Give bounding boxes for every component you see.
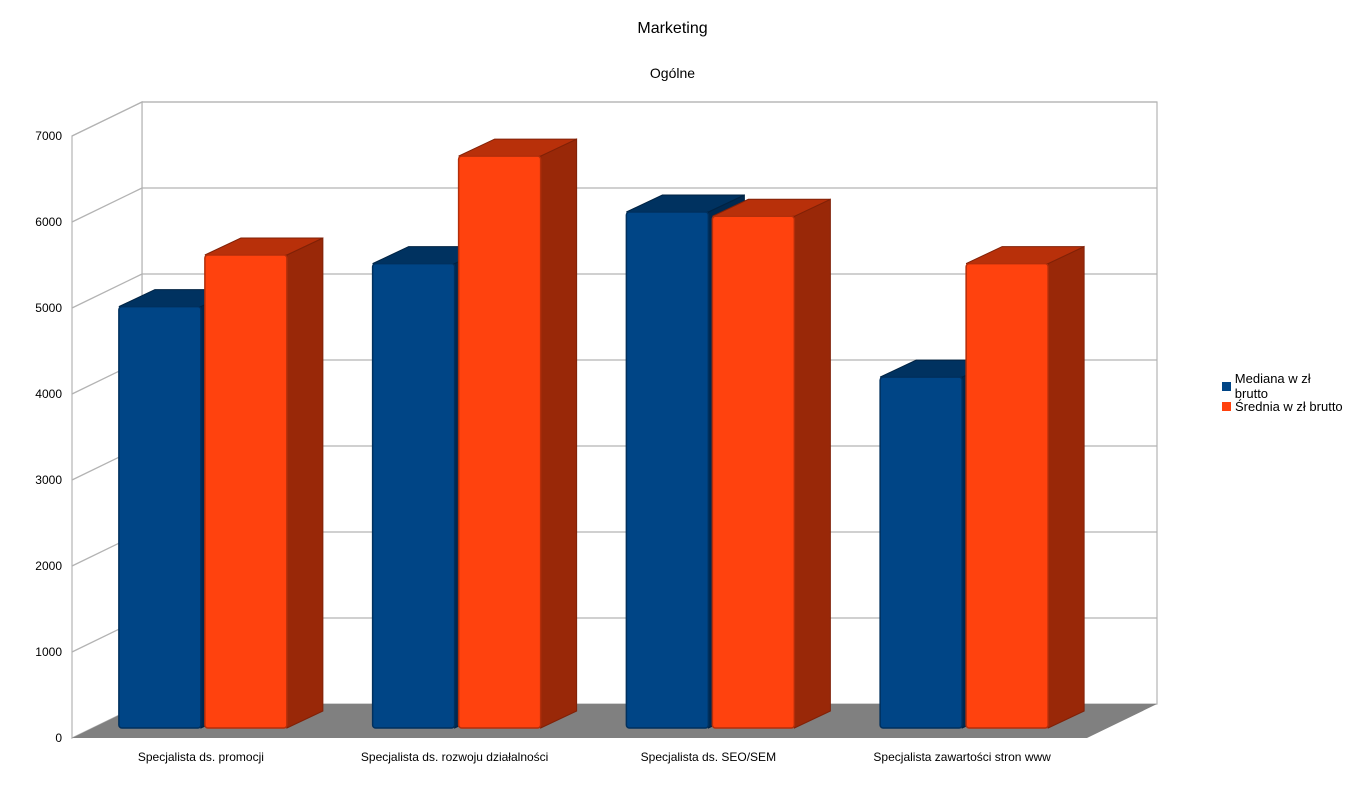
bar	[204, 254, 288, 729]
y-tick-label: 1000	[35, 645, 62, 659]
bar	[625, 211, 710, 729]
bar	[118, 305, 202, 729]
bar	[711, 215, 796, 729]
y-tick-label: 2000	[35, 559, 62, 573]
bar-side	[540, 138, 578, 729]
bar	[879, 376, 963, 729]
bar-side	[793, 198, 831, 729]
legend-swatch-series-1	[1222, 381, 1231, 391]
legend-label-series-2: Średnia w zł brutto	[1235, 398, 1343, 414]
legend-label-series-1: Mediana w zł brutto	[1234, 371, 1311, 401]
chart-subtitle: Ogólne	[649, 65, 696, 81]
x-tick-label: Specjalista ds. promocji	[138, 750, 264, 764]
bar	[371, 262, 456, 729]
y-tick-label: 5000	[35, 301, 62, 315]
bar	[457, 155, 542, 729]
x-tick-label: Specjalista ds. SEO/SEM	[641, 750, 776, 764]
chart-title: Marketing	[637, 20, 708, 37]
x-tick-label: Specjalista ds. rozwoju działalności	[361, 750, 548, 764]
legend-item-series-2: Średnia w zł brutto	[1222, 396, 1345, 416]
y-tick-label: 0	[55, 731, 62, 745]
y-tick-label: 3000	[35, 473, 62, 487]
gridline-side	[71, 101, 143, 137]
legend-item-series-1: Mediana w zł brutto	[1222, 371, 1345, 401]
bar-side	[1047, 245, 1085, 729]
y-tick-label: 4000	[35, 387, 62, 401]
y-tick-label: 7000	[35, 129, 62, 143]
x-tick-label: Specjalista zawartości stron www	[873, 750, 1051, 764]
legend-swatch-series-2	[1222, 401, 1231, 411]
gridline-side	[71, 273, 143, 309]
bar-side	[286, 237, 324, 729]
legend: Mediana w zł brutto Średnia w zł brutto	[1222, 371, 1345, 416]
y-tick-label: 6000	[35, 215, 62, 229]
gridline-side	[71, 187, 143, 223]
bar	[965, 262, 1049, 729]
